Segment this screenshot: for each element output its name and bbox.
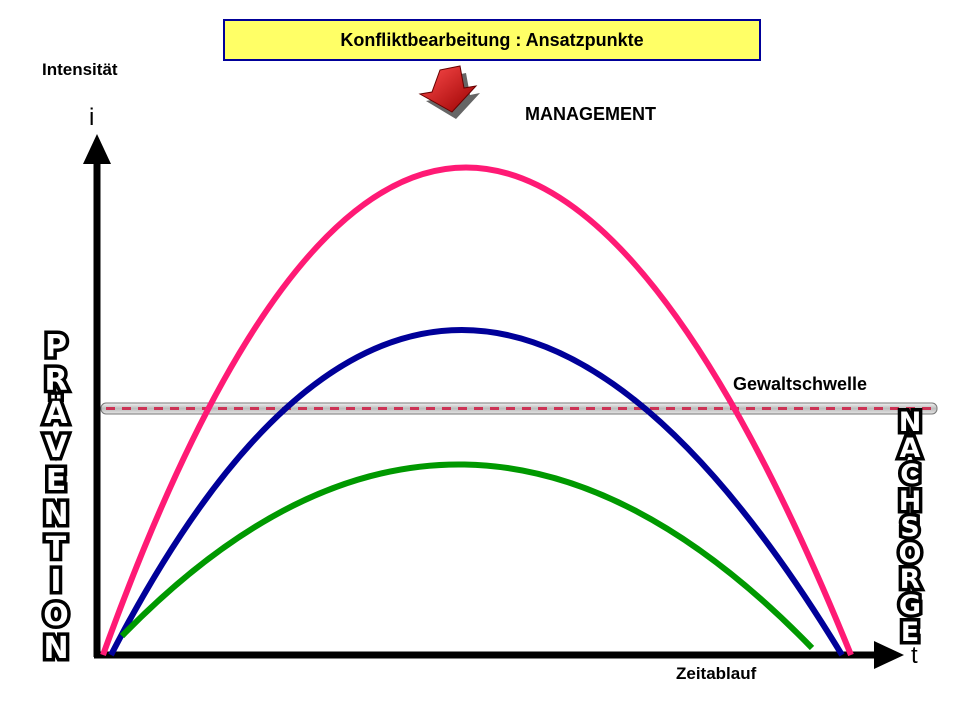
vertical-letter: N: [40, 494, 72, 534]
intensity-label: Intensität: [42, 60, 118, 79]
vertical-letter: H: [895, 484, 924, 518]
vertical-letter: T: [42, 528, 70, 568]
vertical-letter: G: [895, 589, 924, 623]
curve-low: [119, 461, 815, 651]
down-arrow-icon: [418, 65, 480, 119]
x-axis: [94, 641, 904, 669]
vertical-letter: C: [897, 458, 924, 492]
curve-mid: [108, 327, 845, 657]
vertical-letter: E: [897, 615, 923, 649]
vertical-letter: E: [42, 461, 69, 501]
y-axis-label: i: [89, 104, 95, 131]
x-axis-label: t: [911, 642, 918, 669]
vertical-letter: R: [896, 563, 924, 597]
vertical-letter: N: [40, 629, 72, 669]
y-axis: [83, 134, 111, 657]
threshold-label: Gewaltschwelle: [733, 374, 868, 394]
management-label: MANAGEMENT: [525, 104, 656, 124]
vertical-letter: R: [41, 360, 71, 400]
vertical-letter: V: [41, 427, 71, 467]
violence-threshold-line: [100, 402, 938, 415]
diagram-title: Konfliktbearbeitung : Ansatzpunkte: [223, 19, 761, 61]
vertical-letter: Ä: [41, 394, 71, 434]
vertical-letter: S: [897, 510, 924, 544]
vertical-letter: O: [895, 536, 925, 570]
time-label: Zeitablauf: [676, 664, 757, 683]
vertical-letter: P: [42, 326, 71, 366]
vertical-letter: N: [895, 405, 924, 439]
vertical-letter: A: [896, 432, 924, 466]
vertical-letter: O: [40, 595, 72, 635]
curve-high: [100, 164, 854, 657]
vertical-letter: I: [47, 562, 65, 602]
